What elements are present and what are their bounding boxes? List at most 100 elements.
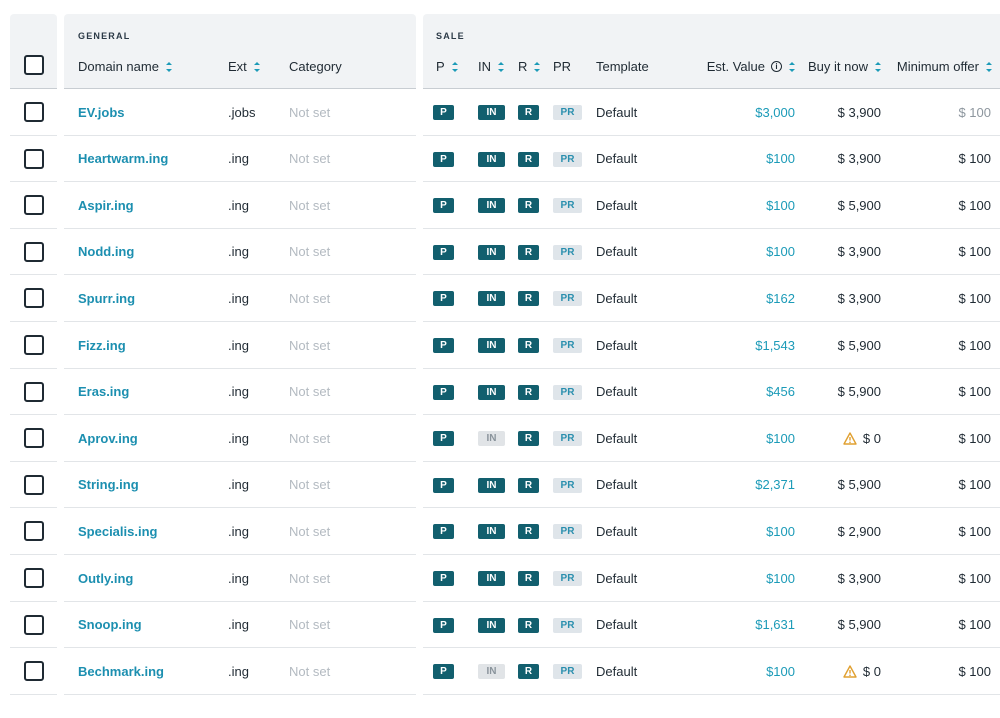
row-checkbox[interactable] xyxy=(24,614,44,635)
min-offer-value[interactable]: $ 100 xyxy=(958,197,991,213)
template-value[interactable]: Default xyxy=(596,617,638,633)
pr-badge[interactable]: PR xyxy=(553,664,582,680)
est-value[interactable]: $456 xyxy=(766,384,795,400)
min-offer-value[interactable]: $ 100 xyxy=(958,384,991,400)
buy-now-value[interactable]: $ 0 xyxy=(843,648,881,694)
template-value[interactable]: Default xyxy=(596,523,638,539)
in-badge[interactable]: IN xyxy=(478,571,505,586)
domain-link[interactable]: Aprov.ing xyxy=(78,430,138,446)
pr-badge[interactable]: PR xyxy=(553,477,582,493)
p-badge[interactable]: P xyxy=(433,338,454,353)
info-icon[interactable]: i xyxy=(771,61,782,72)
min-offer-value[interactable]: $ 100 xyxy=(958,570,991,586)
domain-link[interactable]: Snoop.ing xyxy=(78,617,142,633)
buy-now-value[interactable]: $ 3,900 xyxy=(838,136,881,182)
in-badge[interactable]: IN xyxy=(478,291,505,307)
min-offer-value[interactable]: $ 100 xyxy=(958,151,991,167)
r-badge[interactable]: R xyxy=(518,105,539,120)
est-value[interactable]: $100 xyxy=(766,663,795,679)
category-value[interactable]: Not set xyxy=(289,617,331,633)
row-checkbox[interactable] xyxy=(24,288,44,309)
r-badge[interactable]: R xyxy=(518,617,539,633)
p-badge[interactable]: P xyxy=(433,477,454,493)
column-header-ext[interactable]: Ext xyxy=(228,59,260,74)
p-badge[interactable]: P xyxy=(433,384,454,400)
est-value[interactable]: $100 xyxy=(766,570,795,586)
est-value[interactable]: $162 xyxy=(766,290,795,306)
pr-badge[interactable]: PR xyxy=(553,198,582,214)
est-value[interactable]: $1,631 xyxy=(755,617,795,633)
row-checkbox[interactable] xyxy=(24,661,44,682)
pr-badge[interactable]: PR xyxy=(553,384,582,400)
p-badge[interactable]: P xyxy=(433,198,454,214)
category-value[interactable]: Not set xyxy=(289,523,331,539)
in-badge[interactable]: IN xyxy=(478,105,505,120)
pr-badge[interactable]: PR xyxy=(553,244,582,260)
r-badge[interactable]: R xyxy=(518,384,539,400)
template-value[interactable]: Default xyxy=(596,151,638,167)
min-offer-value[interactable]: $ 100 xyxy=(958,337,991,353)
pr-badge[interactable]: PR xyxy=(553,151,582,167)
row-checkbox[interactable] xyxy=(24,428,44,449)
est-value[interactable]: $1,543 xyxy=(755,337,795,353)
r-badge[interactable]: R xyxy=(518,338,539,353)
category-value[interactable]: Not set xyxy=(289,570,331,586)
row-checkbox[interactable] xyxy=(24,148,44,169)
row-checkbox[interactable] xyxy=(24,195,44,216)
min-offer-value[interactable]: $ 100 xyxy=(958,104,991,120)
r-badge[interactable]: R xyxy=(518,524,539,540)
r-badge[interactable]: R xyxy=(518,198,539,214)
category-value[interactable]: Not set xyxy=(289,384,331,400)
category-value[interactable]: Not set xyxy=(289,663,331,679)
in-badge[interactable]: IN xyxy=(478,477,505,493)
buy-now-value[interactable]: $ 0 xyxy=(843,415,881,461)
column-header-min-offer[interactable]: Minimum offer xyxy=(897,59,992,74)
est-value[interactable]: $100 xyxy=(766,197,795,213)
domain-link[interactable]: Spurr.ing xyxy=(78,290,136,306)
buy-now-value[interactable]: $ 5,900 xyxy=(838,369,881,415)
row-checkbox[interactable] xyxy=(24,521,44,542)
r-badge[interactable]: R xyxy=(518,664,539,680)
min-offer-value[interactable]: $ 100 xyxy=(958,663,991,679)
in-badge[interactable]: IN xyxy=(478,198,505,214)
domain-link[interactable]: EV.jobs xyxy=(78,104,125,120)
template-value[interactable]: Default xyxy=(596,337,638,353)
pr-badge[interactable]: PR xyxy=(553,617,582,633)
domain-link[interactable]: Aspir.ing xyxy=(78,197,134,213)
est-value[interactable]: $100 xyxy=(766,430,795,446)
category-value[interactable]: Not set xyxy=(289,197,331,213)
p-badge[interactable]: P xyxy=(433,151,454,167)
in-badge[interactable]: IN xyxy=(478,524,505,540)
est-value[interactable]: $100 xyxy=(766,151,795,167)
template-value[interactable]: Default xyxy=(596,430,638,446)
template-value[interactable]: Default xyxy=(596,244,638,260)
category-value[interactable]: Not set xyxy=(289,290,331,306)
p-badge[interactable]: P xyxy=(433,664,454,680)
p-badge[interactable]: P xyxy=(433,617,454,633)
pr-badge[interactable]: PR xyxy=(553,524,582,540)
template-value[interactable]: Default xyxy=(596,477,638,493)
buy-now-value[interactable]: $ 5,900 xyxy=(838,602,881,648)
p-badge[interactable]: P xyxy=(433,291,454,307)
category-value[interactable]: Not set xyxy=(289,477,331,493)
p-badge[interactable]: P xyxy=(433,524,454,540)
template-value[interactable]: Default xyxy=(596,290,638,306)
pr-badge[interactable]: PR xyxy=(553,338,582,353)
domain-link[interactable]: Bechmark.ing xyxy=(78,663,164,679)
row-checkbox[interactable] xyxy=(24,335,44,355)
buy-now-value[interactable]: $ 3,900 xyxy=(838,229,881,275)
buy-now-value[interactable]: $ 5,900 xyxy=(838,322,881,368)
domain-link[interactable]: String.ing xyxy=(78,477,139,493)
template-value[interactable]: Default xyxy=(596,570,638,586)
domain-link[interactable]: Eras.ing xyxy=(78,384,130,400)
r-badge[interactable]: R xyxy=(518,244,539,260)
category-value[interactable]: Not set xyxy=(289,244,331,260)
domain-link[interactable]: Nodd.ing xyxy=(78,244,135,260)
pr-badge[interactable]: PR xyxy=(553,431,582,447)
column-header-domain[interactable]: Domain name xyxy=(78,59,172,74)
buy-now-value[interactable]: $ 3,900 xyxy=(838,555,881,601)
r-badge[interactable]: R xyxy=(518,151,539,167)
category-value[interactable]: Not set xyxy=(289,151,331,167)
r-badge[interactable]: R xyxy=(518,571,539,586)
r-badge[interactable]: R xyxy=(518,431,539,447)
